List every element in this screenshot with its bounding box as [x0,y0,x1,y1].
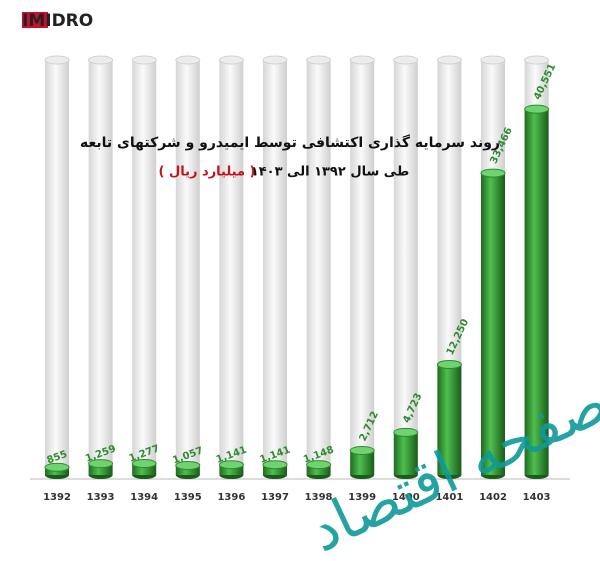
bar [524,104,550,479]
tube-cap [88,55,114,65]
bar-body [263,464,287,475]
x-tick-label: 1401 [435,492,463,503]
x-tick-label: 1395 [174,492,202,503]
x-tick-label: 1399 [348,492,376,503]
bar [88,459,114,479]
x-tick-label: 1400 [392,492,420,503]
bar-top [88,459,114,469]
tube [393,60,418,475]
tube [306,60,331,475]
x-tick-label: 1403 [523,492,551,503]
tube-cap [175,55,201,65]
x-tick-label: 1402 [479,492,507,503]
bar [393,427,419,479]
bar-body [481,173,505,475]
bar [306,460,332,479]
bar [480,168,506,479]
tube-cap [218,55,244,65]
x-tick-label: 1393 [87,492,115,503]
tube-cap [262,55,288,65]
bar-top [393,427,419,437]
bar [218,460,244,479]
tube-cap [44,55,70,65]
tube-cap [349,55,375,65]
bar-top [524,104,550,114]
bar-body [306,464,331,475]
x-tick-label: 1394 [130,492,158,503]
bar-body [437,364,462,475]
bar-body [175,465,200,475]
chart-subtitle: طی سال ۱۳۹۲ الی ۱۴۰۳ [251,165,409,180]
bar-top [218,460,244,470]
bar-body [393,432,418,475]
bar-top [480,168,506,178]
x-tick-label: 1392 [43,492,71,503]
tube [132,60,157,475]
chart-title: روند سرمایه گذاری اکتشافی توسط ایمیدرو و… [80,134,500,151]
bar-top [175,460,201,470]
bar [349,446,375,479]
bar-body [132,463,157,475]
bar-top [349,446,375,456]
bar-top [262,460,288,470]
tube-cap [524,55,550,65]
tube [263,60,287,475]
tube-cap [131,55,157,65]
bar-top [436,359,462,369]
bar-top [44,462,70,472]
bar-body [219,464,244,475]
x-tick-label: 1396 [217,492,245,503]
bar [436,359,462,479]
bar [175,460,201,479]
tube-cap [436,55,462,65]
bar [131,458,157,479]
bar-top [131,458,157,468]
bar-body [88,463,113,475]
x-tick-label: 1398 [305,492,333,503]
bar-body [524,109,549,475]
tube [350,60,375,475]
tube-cap [393,55,419,65]
tube [175,60,200,475]
tube [45,60,69,475]
tube-cap [306,55,332,65]
tube-cap [480,55,506,65]
tube [88,60,113,475]
tube [219,60,244,475]
bar-top [306,460,332,470]
x-tick-label: 1397 [261,492,289,503]
bar [44,462,70,479]
logo: IMIDRO [22,11,93,31]
bar [262,460,288,479]
unit-label: ( میلیارد ریال ) [159,165,256,180]
logo-mark [22,12,48,28]
